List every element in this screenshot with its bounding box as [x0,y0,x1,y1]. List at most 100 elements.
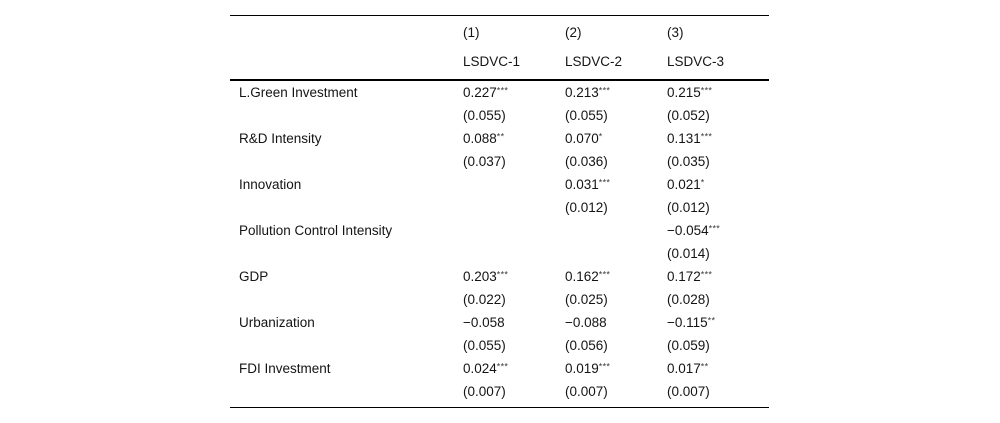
significance-stars: *** [598,85,611,96]
significance-stars: *** [496,361,509,372]
coef-value: −0.058 [463,315,505,330]
significance-stars: *** [496,269,509,280]
table-row-coef: L.Green Investment 0.227*** 0.213*** 0.2… [230,81,769,104]
coef-value: 0.019 [565,361,599,376]
coef-value: −0.115 [667,315,708,330]
significance-stars: *** [700,85,713,96]
significance-stars: *** [598,177,611,188]
header-row-models: LSDVC-1 LSDVC-2 LSDVC-3 [230,48,769,76]
table-row-se: (0.012) (0.012) [230,196,769,219]
se-cell: (0.059) [667,338,710,353]
table-row-se: (0.037) (0.036) (0.035) [230,150,769,173]
coef-value: 0.070 [565,131,599,146]
model-header-1: LSDVC-1 [463,54,521,69]
column-header-2: (2) [565,25,582,40]
coef-cell: 0.203*** [463,269,565,284]
coef-value: 0.021 [667,177,701,192]
coef-value: 0.172 [667,269,701,284]
se-cell: (0.035) [667,154,710,169]
se-cell: (0.007) [463,384,506,399]
table-body: L.Green Investment 0.227*** 0.213*** 0.2… [230,81,769,408]
coef-cell: 0.088** [463,131,565,146]
regression-table: (1) (2) (3) LSDVC-1 LSDVC-2 LSDVC-3 L.Gr… [230,15,769,408]
coef-value: −0.054 [667,223,709,238]
table-row-se: (0.014) [230,242,769,265]
significance-stars: ** [707,315,716,326]
significance-stars: * [700,177,705,188]
significance-stars: *** [700,269,713,280]
coef-cell: 0.031*** [565,177,667,192]
se-cell: (0.007) [667,384,710,399]
table-row-se: (0.055) (0.056) (0.059) [230,334,769,357]
significance-stars: *** [700,131,713,142]
row-label: Innovation [239,177,302,192]
table-row-se: (0.022) (0.025) (0.028) [230,288,769,311]
table-row-coef: FDI Investment 0.024*** 0.019*** 0.017** [230,357,769,380]
se-cell: (0.055) [463,108,506,123]
se-cell: (0.037) [463,154,506,169]
row-label: L.Green Investment [239,85,358,100]
se-cell: (0.012) [667,200,710,215]
table-row-coef: Pollution Control Intensity −0.054*** [230,219,769,242]
coef-value: 0.131 [667,131,701,146]
model-header-2: LSDVC-2 [565,54,623,69]
se-cell: (0.028) [667,292,710,307]
model-header-3: LSDVC-3 [667,54,725,69]
significance-stars: *** [708,223,721,234]
se-cell: (0.052) [667,108,710,123]
coef-value: 0.088 [463,131,497,146]
row-label: R&D Intensity [239,131,322,146]
coef-value: 0.162 [565,269,599,284]
coef-value: 0.017 [667,361,701,376]
significance-stars: *** [496,85,509,96]
coef-value: 0.031 [565,177,599,192]
table-row-se: (0.007) (0.007) (0.007) [230,380,769,403]
coef-cell: 0.227*** [463,85,565,100]
coef-value: 0.215 [667,85,701,100]
row-label: FDI Investment [239,361,331,376]
se-cell: (0.022) [463,292,506,307]
significance-stars: *** [598,269,611,280]
column-header-3: (3) [667,25,684,40]
table-row-se: (0.055) (0.055) (0.052) [230,104,769,127]
se-cell: (0.014) [667,246,710,261]
coef-value: 0.213 [565,85,599,100]
coef-cell: −0.054*** [667,223,769,238]
significance-stars: ** [700,361,709,372]
coef-value: 0.203 [463,269,497,284]
coef-cell: 0.172*** [667,269,769,284]
table-row-coef: GDP 0.203*** 0.162*** 0.172*** [230,265,769,288]
table-row-coef: R&D Intensity 0.088** 0.070* 0.131*** [230,127,769,150]
coef-cell: 0.213*** [565,85,667,100]
se-cell: (0.055) [463,338,506,353]
coef-cell: −0.058 [463,315,565,330]
header-row-numbers: (1) (2) (3) [230,18,769,48]
row-label: Pollution Control Intensity [239,223,393,238]
coef-cell: 0.131*** [667,131,769,146]
coef-value: −0.088 [565,315,607,330]
coef-cell: 0.215*** [667,85,769,100]
significance-stars: *** [598,361,611,372]
se-cell: (0.056) [565,338,608,353]
coef-value: 0.024 [463,361,497,376]
coef-cell: 0.017** [667,361,769,376]
table-row-coef: Innovation 0.031*** 0.021* [230,173,769,196]
table-row-coef: Urbanization −0.058 −0.088 −0.115** [230,311,769,334]
se-cell: (0.036) [565,154,608,169]
row-label: GDP [239,269,269,284]
se-cell: (0.007) [565,384,608,399]
se-cell: (0.012) [565,200,608,215]
se-cell: (0.025) [565,292,608,307]
column-header-1: (1) [463,25,480,40]
coef-cell: 0.024*** [463,361,565,376]
coef-cell: 0.019*** [565,361,667,376]
coef-value: 0.227 [463,85,497,100]
se-cell: (0.055) [565,108,608,123]
significance-stars: ** [496,131,505,142]
coef-cell: −0.088 [565,315,667,330]
table-header: (1) (2) (3) LSDVC-1 LSDVC-2 LSDVC-3 [230,16,769,81]
coef-cell: 0.070* [565,131,667,146]
coef-cell: 0.162*** [565,269,667,284]
row-label: Urbanization [239,315,315,330]
significance-stars: * [598,131,603,142]
